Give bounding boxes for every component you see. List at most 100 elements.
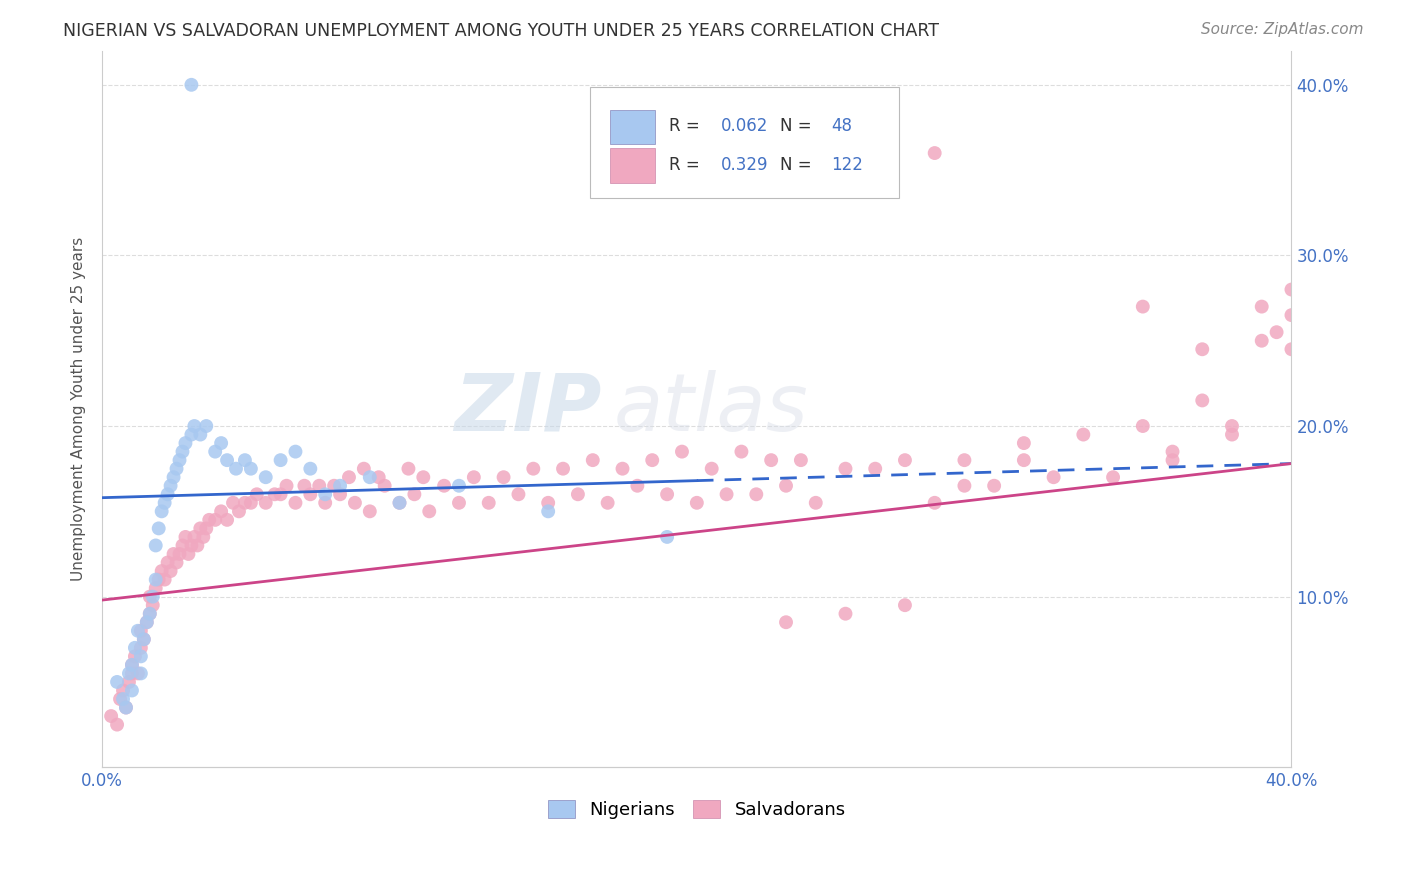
Point bbox=[1220, 419, 1243, 434]
Point bbox=[359, 470, 381, 484]
Point bbox=[121, 657, 143, 672]
Point bbox=[139, 590, 162, 604]
Point bbox=[153, 496, 176, 510]
Point bbox=[174, 436, 197, 450]
Point bbox=[108, 692, 131, 706]
Point bbox=[135, 615, 157, 630]
Point bbox=[177, 547, 200, 561]
Point bbox=[129, 640, 152, 655]
Point bbox=[388, 496, 411, 510]
FancyBboxPatch shape bbox=[610, 110, 655, 145]
Point bbox=[337, 470, 360, 484]
Text: 122: 122 bbox=[831, 156, 863, 174]
Point bbox=[254, 470, 277, 484]
Point bbox=[953, 479, 976, 493]
Point bbox=[1191, 343, 1213, 357]
Point bbox=[716, 487, 738, 501]
Point bbox=[183, 419, 205, 434]
Point bbox=[686, 496, 709, 510]
Point bbox=[100, 709, 122, 723]
Point bbox=[1073, 427, 1095, 442]
Point bbox=[447, 496, 470, 510]
Point bbox=[111, 692, 134, 706]
Point bbox=[150, 564, 173, 578]
Point bbox=[142, 590, 165, 604]
Point bbox=[121, 666, 143, 681]
Point bbox=[447, 479, 470, 493]
Point bbox=[204, 513, 226, 527]
Point bbox=[730, 444, 752, 458]
Point bbox=[127, 624, 149, 638]
Point bbox=[145, 539, 167, 553]
Point bbox=[299, 461, 322, 475]
Point bbox=[508, 487, 530, 501]
Point bbox=[233, 453, 256, 467]
Point bbox=[135, 615, 157, 630]
Point bbox=[239, 461, 262, 475]
Point bbox=[188, 521, 211, 535]
Point bbox=[270, 487, 292, 501]
Point bbox=[162, 470, 184, 484]
Point bbox=[894, 453, 917, 467]
Point bbox=[174, 530, 197, 544]
Point bbox=[105, 717, 128, 731]
Text: atlas: atlas bbox=[613, 370, 808, 448]
Point bbox=[209, 504, 232, 518]
Point bbox=[129, 666, 152, 681]
Point bbox=[299, 487, 322, 501]
Point bbox=[132, 632, 155, 647]
Point bbox=[1161, 453, 1184, 467]
Point bbox=[894, 598, 917, 612]
Point bbox=[1250, 334, 1272, 348]
Point bbox=[308, 479, 330, 493]
Point bbox=[105, 675, 128, 690]
Point bbox=[166, 556, 188, 570]
Point bbox=[1281, 283, 1303, 297]
Point bbox=[270, 453, 292, 467]
Point bbox=[139, 607, 162, 621]
Point bbox=[150, 504, 173, 518]
Point bbox=[180, 427, 202, 442]
Point bbox=[145, 573, 167, 587]
Point bbox=[1161, 444, 1184, 458]
Point bbox=[522, 461, 544, 475]
Point bbox=[418, 504, 440, 518]
Point bbox=[329, 487, 352, 501]
Point bbox=[582, 453, 605, 467]
Point bbox=[166, 461, 188, 475]
Point bbox=[353, 461, 375, 475]
Point bbox=[804, 496, 827, 510]
Point bbox=[1281, 308, 1303, 322]
Point bbox=[671, 444, 693, 458]
Point bbox=[641, 453, 664, 467]
Point bbox=[292, 479, 315, 493]
Point bbox=[1132, 300, 1154, 314]
Point bbox=[1042, 470, 1064, 484]
Text: N =: N = bbox=[780, 118, 817, 136]
Point bbox=[924, 146, 946, 161]
Legend: Nigerians, Salvadorans: Nigerians, Salvadorans bbox=[541, 792, 853, 826]
Point bbox=[186, 539, 208, 553]
Point bbox=[537, 496, 560, 510]
Point bbox=[195, 419, 218, 434]
Point bbox=[775, 479, 797, 493]
Point bbox=[180, 78, 202, 92]
Point bbox=[228, 504, 250, 518]
Point bbox=[655, 530, 678, 544]
Point bbox=[398, 461, 420, 475]
Point bbox=[983, 479, 1005, 493]
Point bbox=[121, 657, 143, 672]
Text: NIGERIAN VS SALVADORAN UNEMPLOYMENT AMONG YOUTH UNDER 25 YEARS CORRELATION CHART: NIGERIAN VS SALVADORAN UNEMPLOYMENT AMON… bbox=[63, 22, 939, 40]
Point bbox=[172, 444, 194, 458]
Point bbox=[314, 496, 336, 510]
Point bbox=[790, 453, 813, 467]
Point bbox=[759, 453, 782, 467]
Text: 0.062: 0.062 bbox=[721, 118, 768, 136]
Point bbox=[183, 530, 205, 544]
Point bbox=[111, 683, 134, 698]
Point bbox=[551, 461, 574, 475]
Text: R =: R = bbox=[669, 156, 706, 174]
Point bbox=[124, 649, 146, 664]
Point bbox=[254, 496, 277, 510]
Point bbox=[537, 504, 560, 518]
